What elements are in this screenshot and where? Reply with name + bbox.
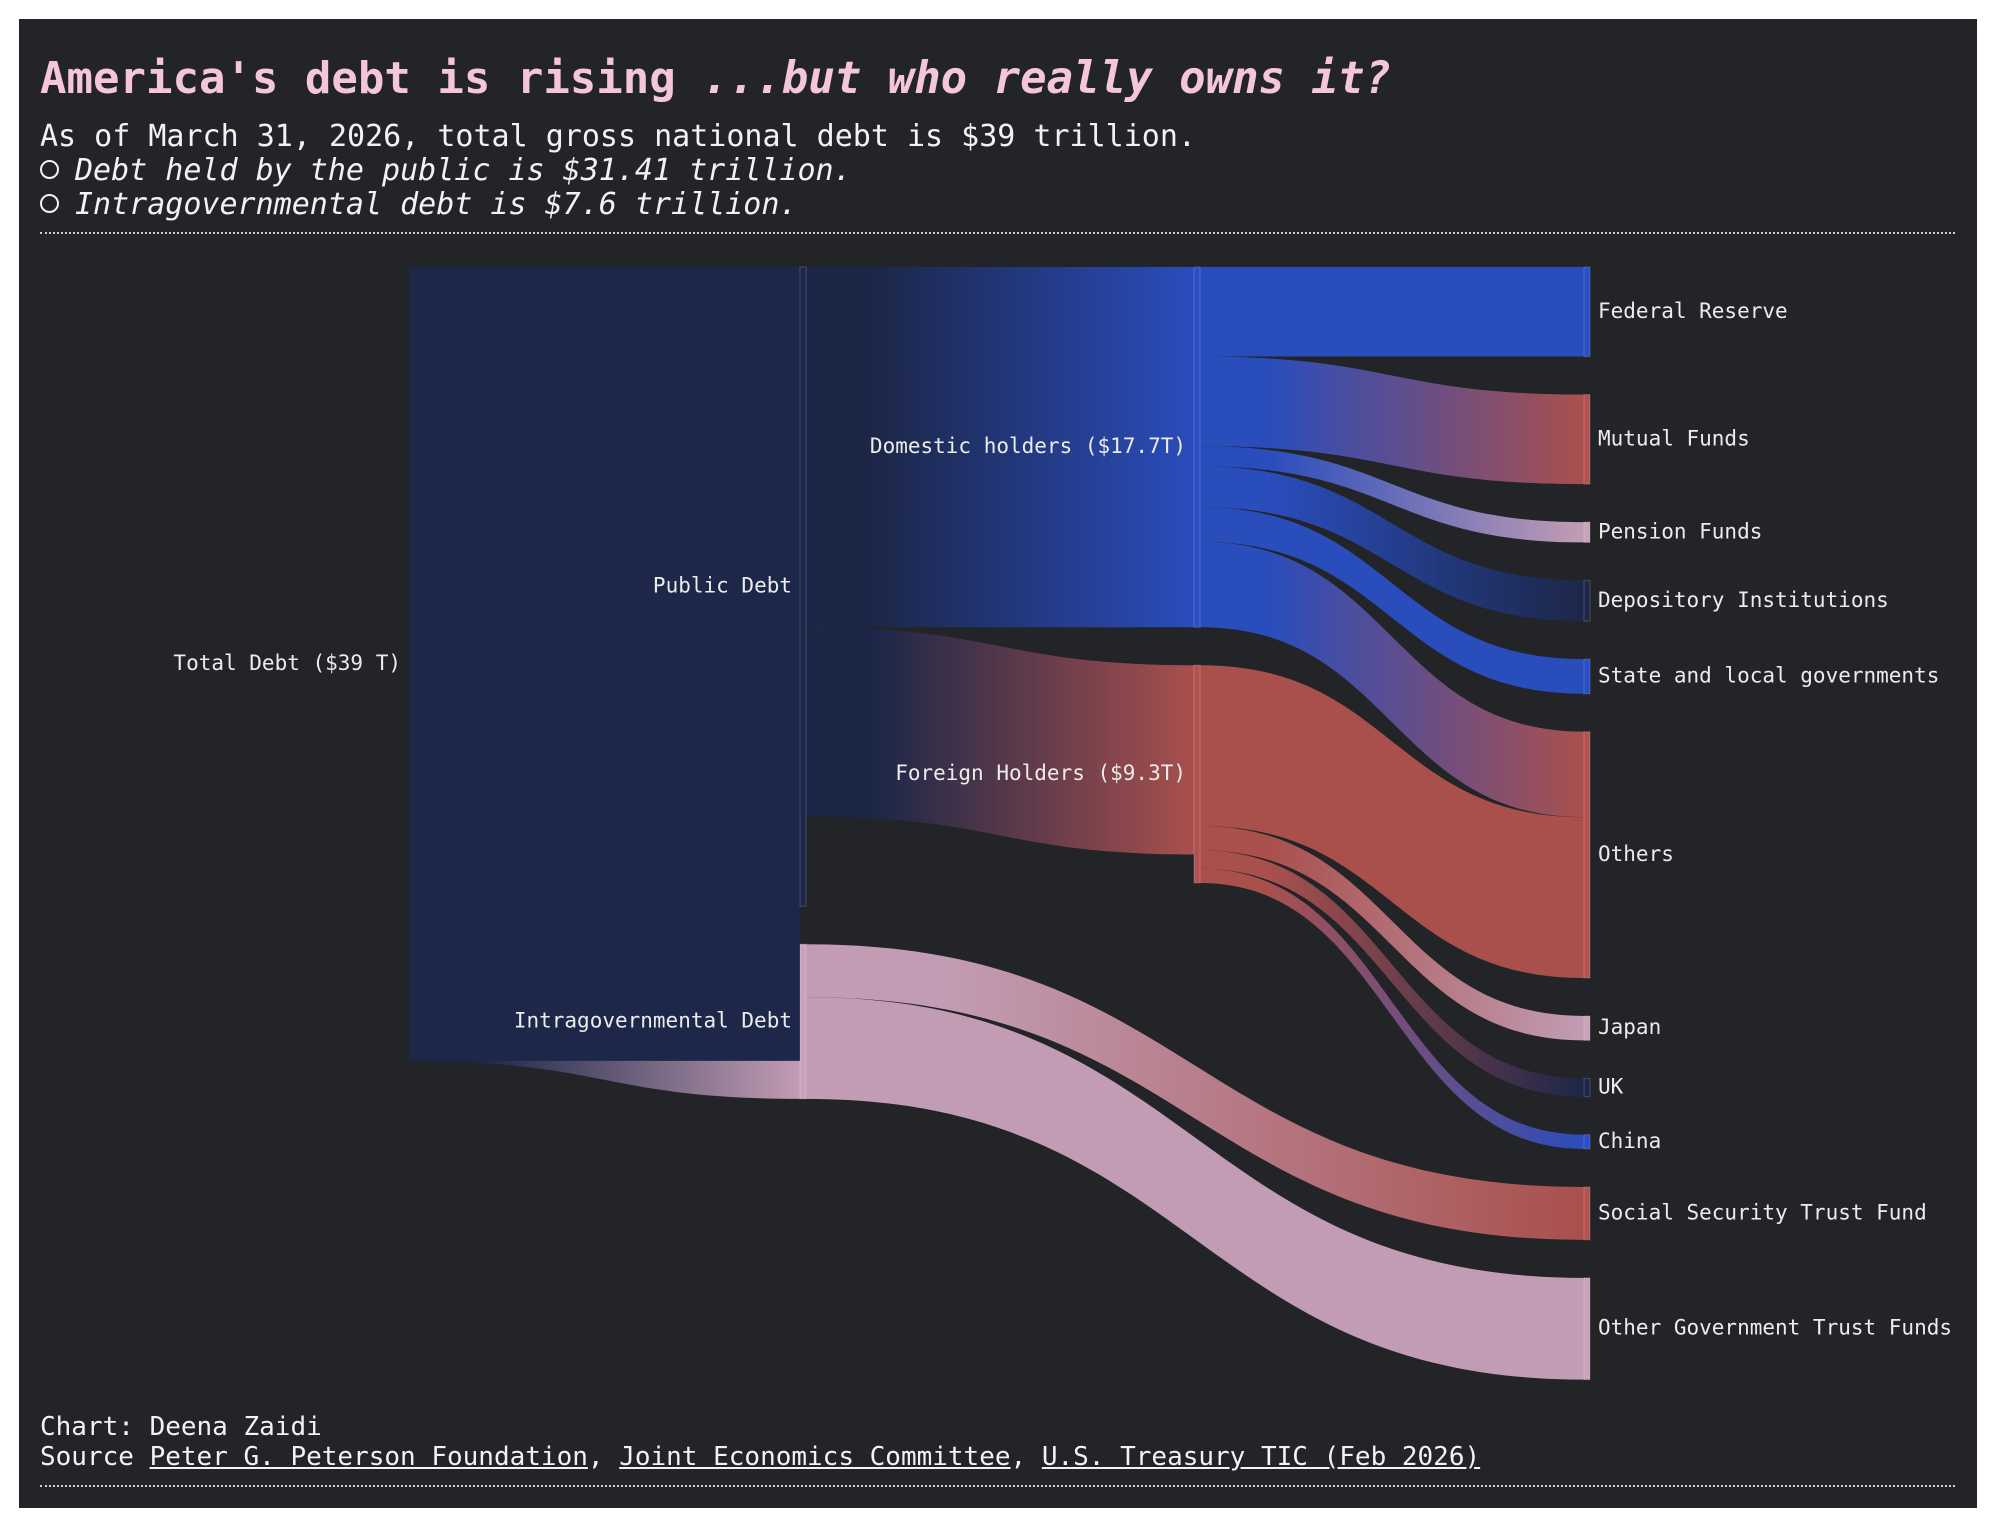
sankey-nodes <box>409 266 1591 1381</box>
node-domestic <box>1193 266 1201 628</box>
node-fed <box>1583 266 1591 358</box>
node-pension <box>1583 521 1591 543</box>
label-depository: Depository Institutions <box>1598 588 1889 612</box>
bullet-text: Debt held by the public is $31.41 trilli… <box>75 153 852 188</box>
source-prefix: Source <box>40 1442 150 1472</box>
label-japan: Japan <box>1598 1015 1661 1039</box>
label-domestic: Domestic holders ($17.7T) <box>870 434 1186 458</box>
label-othertrust: Other Government Trust Funds <box>1598 1316 1952 1340</box>
flow-foreign-to-uk <box>1200 850 1584 1097</box>
footer-divider <box>40 1485 1955 1487</box>
label-intra: Intragovernmental Debt <box>514 1009 792 1033</box>
label-china: China <box>1598 1129 1661 1153</box>
label-public: Public Debt <box>653 574 792 598</box>
node-japan <box>1583 1015 1591 1041</box>
flow-public-to-domestic <box>806 267 1194 628</box>
bullet-public-debt: Debt held by the public is $31.41 trilli… <box>40 153 852 188</box>
label-fed: Federal Reserve <box>1598 299 1788 323</box>
circle-bullet-icon <box>40 194 59 213</box>
label-uk: UK <box>1598 1075 1624 1099</box>
node-statelocal <box>1583 658 1591 695</box>
label-statelocal: State and local governments <box>1598 663 1939 687</box>
flow-domestic-to-others <box>1200 541 1584 818</box>
chart-title: America's debt is rising ...but who real… <box>40 53 1391 104</box>
flow-foreign-to-others <box>1200 665 1584 978</box>
node-intra <box>799 943 807 1100</box>
label-others: Others <box>1598 842 1674 866</box>
node-mutual <box>1583 394 1591 485</box>
flow-foreign-to-japan <box>1200 825 1584 1041</box>
node-uk <box>1583 1077 1591 1098</box>
title-plain: America's debt is rising <box>40 53 703 104</box>
flow-domestic-to-mutual <box>1200 356 1584 485</box>
flow-foreign-to-china <box>1200 868 1584 1149</box>
source-link-jec[interactable]: Joint Economics Committee <box>619 1442 1011 1472</box>
node-ssa <box>1583 1186 1591 1241</box>
node-othertrust <box>1583 1277 1591 1381</box>
sankey-labels: Total Debt ($39 T) Public Debt Intragovern… <box>173 299 1952 1340</box>
circle-bullet-icon <box>40 160 59 179</box>
flow-intra-to-ssa <box>806 944 1584 1240</box>
label-pension: Pension Funds <box>1598 519 1762 543</box>
node-total <box>409 267 800 1061</box>
node-depository <box>1583 579 1591 622</box>
flow-intra-to-othertrust <box>806 997 1584 1380</box>
chart-subtitle: As of March 31, 2026, total gross nation… <box>40 119 1196 154</box>
node-public <box>799 266 807 907</box>
bullet-text: Intragovernmental debt is $7.6 trillion. <box>75 187 798 222</box>
flow-domestic-to-statelocal <box>1200 507 1584 694</box>
bullet-intragovernmental-debt: Intragovernmental debt is $7.6 trillion. <box>40 187 797 222</box>
chart-credit: Chart: Deena Zaidi <box>40 1412 322 1442</box>
node-others <box>1583 731 1591 979</box>
label-foreign: Foreign Holders ($9.3T) <box>895 761 1186 785</box>
label-ssa: Social Security Trust Fund <box>1598 1200 1927 1224</box>
source-link-treasury-tic[interactable]: U.S. Treasury TIC (Feb 2026) <box>1041 1442 1481 1472</box>
node-china <box>1583 1134 1591 1150</box>
source-line: Source Peter G. Peterson Foundation, Joi… <box>40 1442 1480 1472</box>
title-italic: ...but who really owns it? <box>702 53 1392 104</box>
flow-domestic-to-depository <box>1200 466 1584 622</box>
flow-public-to-foreign <box>806 627 1194 855</box>
label-mutual: Mutual Funds <box>1598 426 1750 450</box>
node-foreign <box>1193 664 1201 884</box>
source-separator: , <box>587 1442 620 1472</box>
label-total: Total Debt ($39 T) <box>173 651 401 675</box>
flow-domestic-to-fed <box>1200 267 1584 357</box>
source-separator: , <box>1010 1442 1042 1472</box>
header-divider <box>40 232 1955 234</box>
sankey-diagram: Total Debt ($39 T) Public Debt Intragovern… <box>173 266 1952 1381</box>
source-link-peterson[interactable]: Peter G. Peterson Foundation <box>149 1442 588 1472</box>
chart-card: America's debt is rising ...but who real… <box>19 19 1977 1508</box>
flow-domestic-to-pension <box>1200 446 1584 543</box>
